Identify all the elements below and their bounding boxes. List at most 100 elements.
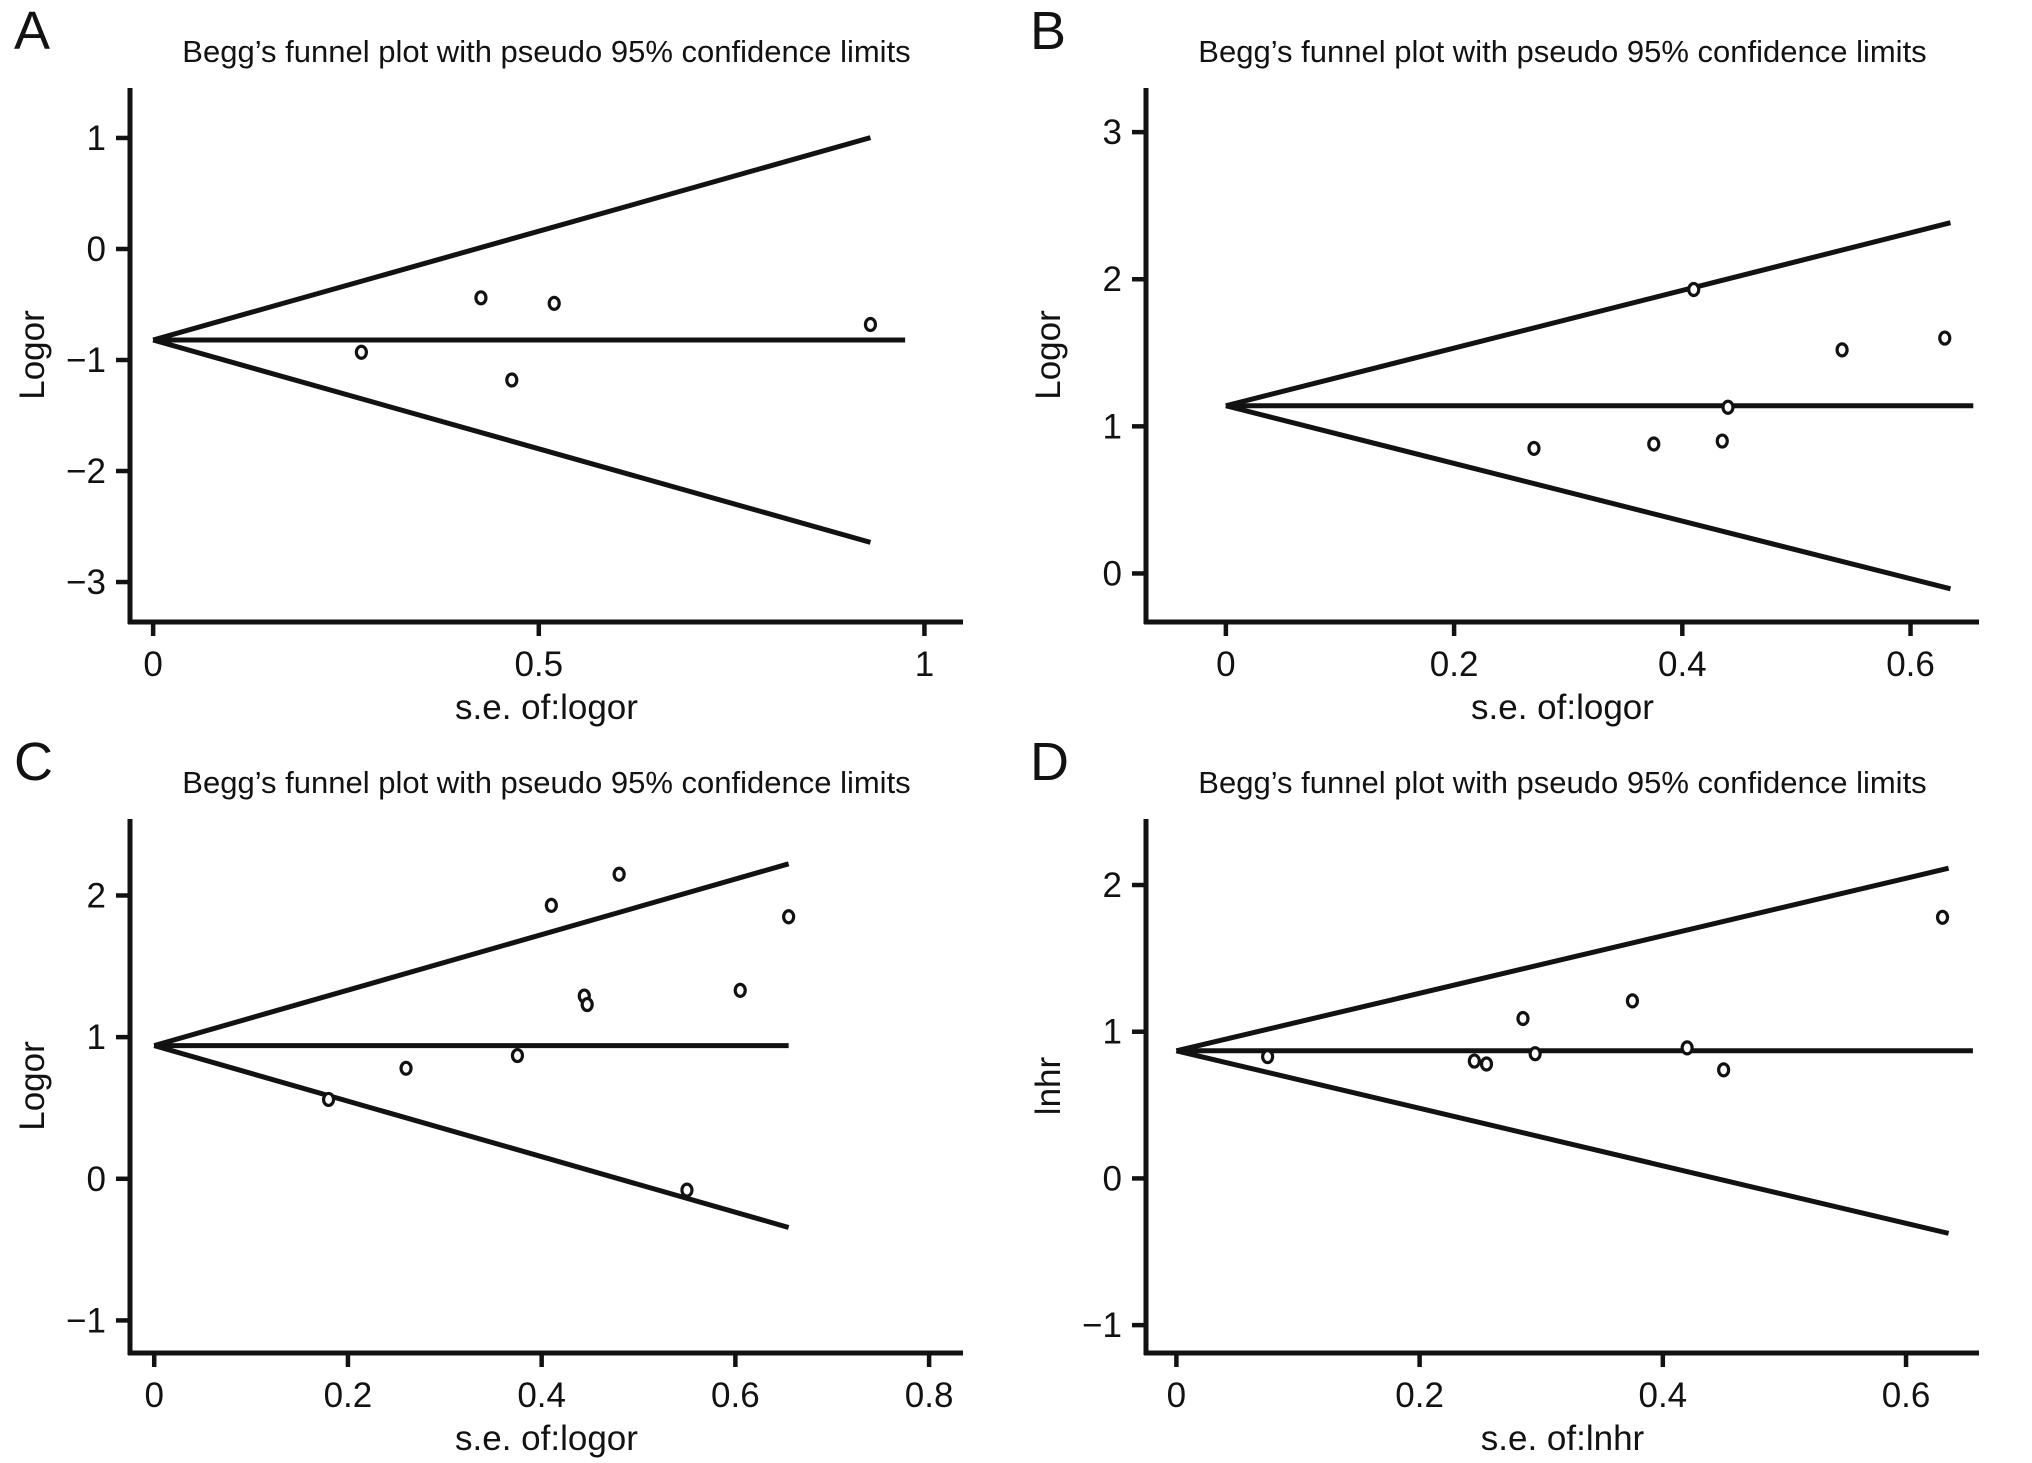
- y-axis-title: lnhr: [1029, 1056, 1068, 1115]
- y-tick-label: −1: [1082, 1306, 1122, 1345]
- funnel-plot-chart-b: 0 0.2 0.4 0.6 3 2 1 0 Begg’s funnel plot with ps…: [1029, 34, 1979, 727]
- upper-confidence-limit-line: [1225, 220, 1952, 409]
- data-points: [354, 290, 878, 388]
- chart-title: Begg’s funnel plot with pseudo 95% confi…: [182, 34, 910, 69]
- data-point: [505, 372, 519, 388]
- y-tick-label: 1: [87, 119, 106, 158]
- data-point: [1647, 436, 1661, 452]
- data-point: [1625, 993, 1640, 1009]
- upper-confidence-limit-line: [1175, 865, 1950, 1054]
- x-tick-label: 0.6: [1882, 1376, 1931, 1415]
- data-point: [544, 897, 558, 914]
- funnel-lines: [153, 861, 790, 1230]
- panel-a: A 0 0.5 1 1 0 −1 −2 −3 Begg’s funnel plot with p…: [0, 0, 1016, 731]
- panel-b: B 0 0.2 0.4 0.6 3 2 1 0 Begg’s funnel plot with …: [1016, 0, 2032, 731]
- lower-confidence-limit-line: [152, 337, 872, 545]
- data-points: [321, 866, 796, 1198]
- data-point: [1715, 433, 1729, 449]
- data-point: [782, 909, 796, 925]
- data-point: [1516, 1010, 1530, 1027]
- x-tick-label: 0: [144, 1376, 163, 1415]
- y-tick-label: 2: [1103, 866, 1122, 905]
- data-point: [1717, 1062, 1731, 1078]
- data-point: [474, 290, 488, 306]
- y-axis-ticks: 2 1 0 −1: [66, 876, 130, 1340]
- data-points: [1261, 909, 1950, 1078]
- x-axis-ticks: 0 0.2 0.4 0.6: [1216, 622, 1935, 684]
- data-point: [680, 1182, 694, 1198]
- panel-letter-b: B: [1030, 1, 1067, 61]
- data-point: [321, 1091, 336, 1108]
- x-tick-label: 0.4: [1638, 1376, 1687, 1415]
- y-tick-label: 0: [1103, 1159, 1122, 1198]
- x-tick-label: 0.5: [514, 645, 563, 684]
- x-tick-label: 0.2: [1395, 1376, 1444, 1415]
- funnel-plot-chart-c: 0 0.2 0.4 0.6 0.8 2 1 0 −1 Begg’s funnel plot wit…: [13, 765, 963, 1458]
- data-point: [1835, 342, 1849, 358]
- chart-title: Begg’s funnel plot with pseudo 95% confi…: [1198, 34, 1926, 69]
- x-tick-label: 0.2: [324, 1376, 373, 1415]
- data-points: [1527, 281, 1952, 457]
- y-tick-label: −3: [66, 563, 106, 602]
- x-tick-label: 0.4: [517, 1376, 566, 1415]
- funnel-lines: [152, 135, 906, 545]
- y-tick-label: 0: [87, 1160, 106, 1199]
- data-point: [612, 866, 626, 882]
- x-tick-label: 0: [143, 645, 162, 684]
- data-point: [399, 1060, 413, 1076]
- x-axis-title: s.e. of:logor: [1471, 688, 1654, 727]
- lower-confidence-limit-line: [1175, 1048, 1950, 1236]
- x-tick-label: 0: [1167, 1376, 1186, 1415]
- panel-c: C 0 0.2 0.4 0.6 0.8 2 1 0 −1 Begg’s funnel plot w…: [0, 731, 1016, 1462]
- chart-title: Begg’s funnel plot with pseudo 95% confi…: [1198, 765, 1926, 800]
- chart-title: Begg’s funnel plot with pseudo 95% confi…: [182, 765, 910, 800]
- data-point: [863, 316, 878, 333]
- x-tick-label: 1: [915, 645, 934, 684]
- y-tick-label: −1: [66, 341, 106, 380]
- y-tick-label: 1: [1103, 1013, 1122, 1052]
- data-point: [1467, 1053, 1481, 1069]
- funnel-plot-chart-d: 0 0.2 0.4 0.6 2 1 0 −1 Begg’s funnel plot with p…: [1029, 765, 1979, 1458]
- y-tick-label: 1: [87, 1018, 106, 1057]
- upper-confidence-limit-line: [152, 135, 872, 343]
- y-tick-label: 0: [87, 230, 106, 269]
- x-axis-ticks: 0 0.2 0.4 0.6 0.8: [144, 1353, 953, 1415]
- data-point: [1479, 1056, 1494, 1072]
- panel-letter-d: D: [1030, 732, 1069, 792]
- data-point: [1687, 281, 1701, 298]
- data-point: [1680, 1040, 1694, 1056]
- axes: [127, 88, 963, 625]
- data-point: [354, 344, 368, 360]
- data-point: [733, 982, 747, 998]
- funnel-lines: [1175, 865, 1973, 1236]
- y-tick-label: −1: [66, 1301, 106, 1340]
- x-axis-ticks: 0 0.2 0.4 0.6: [1167, 1353, 1931, 1415]
- y-tick-label: 2: [1103, 260, 1122, 299]
- panel-d: D 0 0.2 0.4 0.6 2 1 0 −1 Begg’s funnel plot with…: [1016, 731, 2032, 1462]
- y-axis-title: Logor: [1029, 310, 1068, 400]
- data-point: [1935, 909, 1950, 925]
- x-tick-label: 0.8: [905, 1376, 954, 1415]
- panel-letter-a: A: [14, 1, 51, 61]
- x-tick-label: 0.6: [1886, 645, 1935, 684]
- x-axis-ticks: 0 0.5 1: [143, 622, 934, 684]
- y-axis-ticks: 1 0 −1 −2 −3: [66, 119, 130, 602]
- data-point: [547, 295, 561, 311]
- lower-confidence-limit-line: [153, 1043, 790, 1230]
- axes: [1143, 88, 1979, 625]
- y-tick-label: 0: [1103, 554, 1122, 593]
- data-point: [580, 996, 594, 1013]
- data-point: [1938, 330, 1952, 346]
- lower-confidence-limit-line: [1225, 403, 1952, 592]
- y-axis-title: Logor: [13, 1041, 52, 1131]
- x-tick-label: 0.4: [1658, 645, 1707, 684]
- funnel-lines: [1225, 220, 1974, 592]
- x-tick-label: 0: [1216, 645, 1235, 684]
- x-axis-title: s.e. of:logor: [455, 1419, 638, 1458]
- y-tick-label: 3: [1103, 113, 1122, 152]
- x-tick-label: 0.6: [711, 1376, 760, 1415]
- panel-letter-c: C: [14, 732, 53, 792]
- data-point: [1721, 399, 1735, 415]
